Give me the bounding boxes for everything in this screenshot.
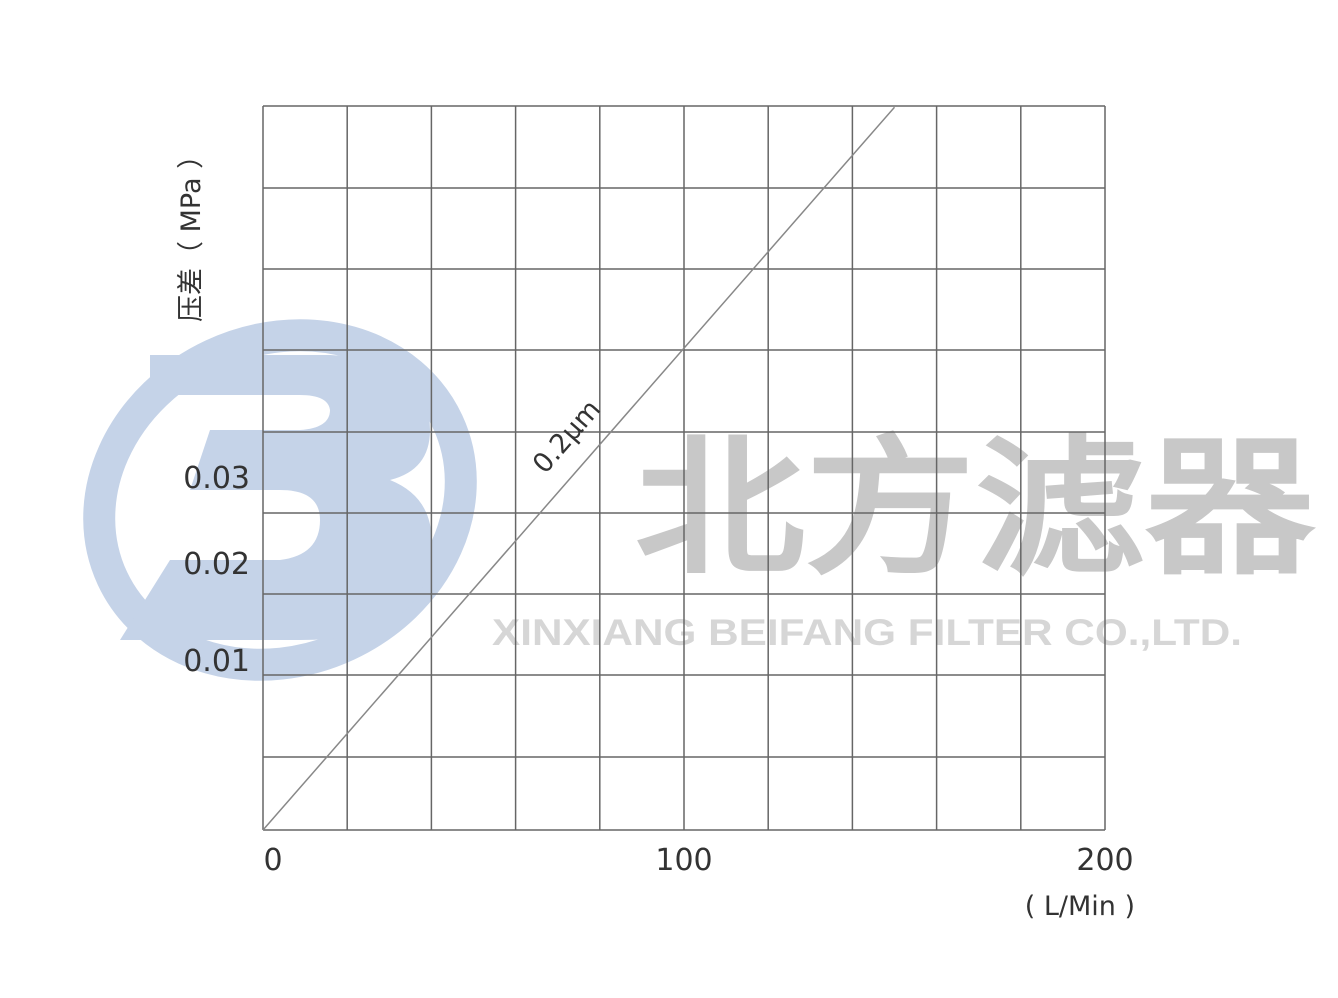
- x-tick-label: 100: [655, 843, 712, 878]
- grid: [262, 105, 1106, 831]
- x-tick-label: 200: [1076, 843, 1133, 878]
- series-line: [262, 106, 896, 831]
- watermark-logo-b: [83, 319, 477, 681]
- series-layer: [262, 106, 896, 831]
- y-tick-label: 0.02: [183, 547, 250, 582]
- watermark-cn: 北方滤器: [635, 422, 1316, 596]
- y-tick-label: 0.01: [183, 644, 250, 679]
- y-ticks: 0.01 0.02 0.03: [183, 461, 250, 679]
- y-axis-label: 压差（ MPa ）: [176, 142, 207, 322]
- x-ticks: 0 100 200: [263, 843, 1133, 878]
- x-tick-label: 0: [263, 843, 282, 878]
- series-label: 0.2μm: [527, 394, 607, 480]
- watermark-en: XINXIANG BEIFANG FILTER CO.,LTD.: [492, 612, 1242, 653]
- y-tick-label: 0.03: [183, 461, 250, 496]
- x-axis-label: ( L/Min ): [1025, 891, 1135, 922]
